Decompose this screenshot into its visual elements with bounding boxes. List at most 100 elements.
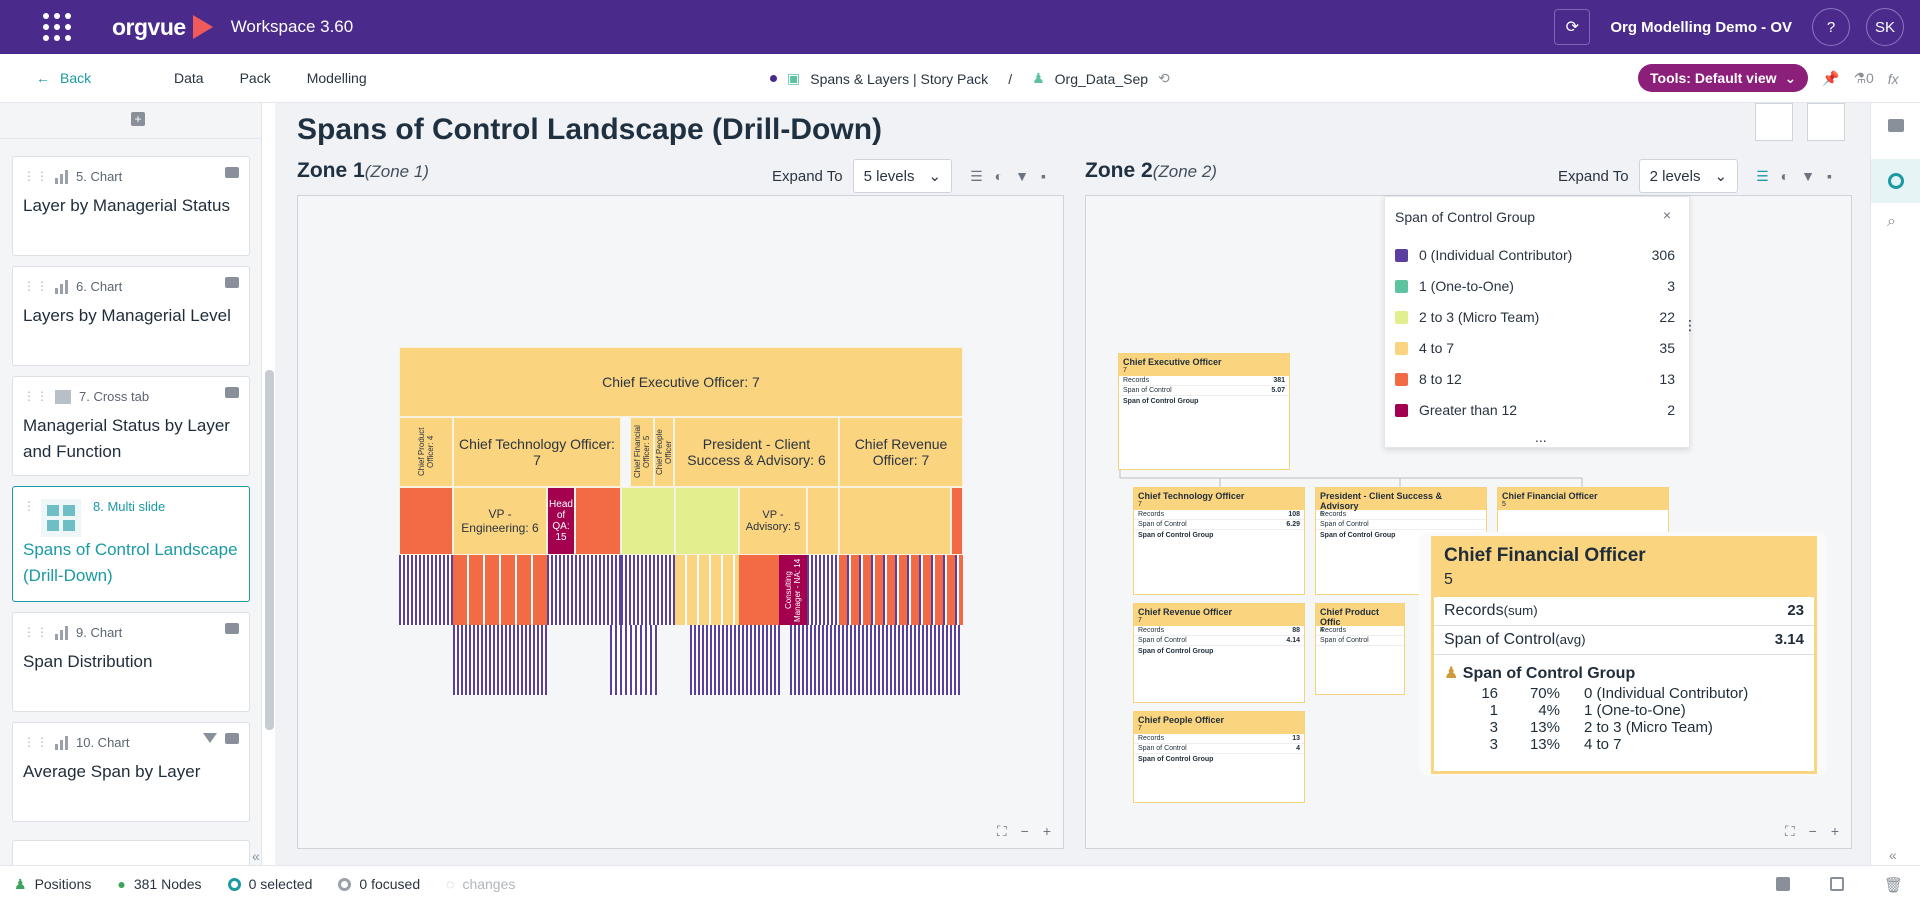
- breadcrumb-pack[interactable]: Spans & Layers | Story Pack: [810, 70, 989, 87]
- selected-status[interactable]: 0 selected: [227, 876, 312, 892]
- nav-data[interactable]: Data: [174, 70, 204, 86]
- user-avatar[interactable]: SK: [1866, 8, 1904, 46]
- org-card-ceo[interactable]: Chief Executive Officer 7 Records 381 Span…: [1118, 353, 1290, 470]
- positions-status[interactable]: ♟ Positions: [14, 875, 92, 893]
- add-slide-icon[interactable]: +: [131, 112, 145, 126]
- refresh-icon[interactable]: ⟲: [1158, 70, 1170, 86]
- fx-icon[interactable]: fx: [1887, 70, 1899, 87]
- treemap-ic-strip[interactable]: [790, 625, 960, 695]
- treemap-l3-block[interactable]: [453, 555, 547, 625]
- slide-card-10[interactable]: ⋮⋮ 10. Chart Average Span by Layer: [12, 722, 250, 822]
- treemap-l3-block[interactable]: [675, 555, 739, 625]
- org-card-cro[interactable]: Chief Revenue Officer 7 Records 88 Span of…: [1133, 603, 1305, 703]
- treemap-l2-block[interactable]: [575, 487, 621, 555]
- help-button[interactable]: ?: [1812, 8, 1850, 46]
- close-icon[interactable]: ×: [1662, 207, 1671, 223]
- comment-icon[interactable]: ▪: [1826, 167, 1832, 184]
- treemap-l2-block[interactable]: [675, 487, 739, 555]
- palette-icon[interactable]: ◐: [994, 167, 1004, 184]
- legend-item[interactable]: 4 to 7 35: [1395, 338, 1675, 358]
- legend-item[interactable]: 2 to 3 (Micro Team) 22: [1395, 307, 1675, 327]
- treemap-cro[interactable]: Chief Revenue Officer: 7: [839, 417, 963, 487]
- drag-handle-icon[interactable]: ⋮⋮: [23, 625, 49, 639]
- treemap-ic-strip[interactable]: [453, 625, 547, 695]
- zone-2-levels-select[interactable]: 2 levels ⌄: [1638, 159, 1739, 193]
- treemap-ic-strip[interactable]: [547, 555, 575, 625]
- drag-handle-icon[interactable]: ⋮⋮: [23, 735, 49, 749]
- treemap-l2-block[interactable]: [839, 487, 951, 555]
- zoom-out-icon[interactable]: −: [1020, 823, 1029, 839]
- palette-icon[interactable]: ◐: [1780, 167, 1790, 184]
- comment-icon[interactable]: [225, 167, 239, 178]
- breadcrumb-dataset[interactable]: Org_Data_Sep: [1054, 70, 1149, 87]
- treemap-head-qa[interactable]: Head of QA: 15: [547, 487, 575, 555]
- slide-card-9[interactable]: ⋮⋮ 9. Chart Span Distribution: [12, 612, 250, 712]
- filter-icon[interactable]: [203, 733, 217, 743]
- zoom-out-icon[interactable]: −: [1808, 823, 1817, 839]
- zoom-in-icon[interactable]: +: [1042, 823, 1051, 839]
- treemap-ic-strip[interactable]: [690, 625, 780, 695]
- list-icon[interactable]: ☰: [970, 167, 983, 184]
- add-icon[interactable]: [1776, 877, 1790, 891]
- nav-pack[interactable]: Pack: [239, 70, 271, 86]
- slide-card-6[interactable]: ⋮⋮ 6. Chart Layers by Managerial Level: [12, 266, 250, 366]
- treemap-ic-strip[interactable]: [807, 555, 839, 625]
- treemap-ic-strip[interactable]: [399, 555, 453, 625]
- treemap-l2-block[interactable]: [951, 487, 963, 555]
- comment-icon[interactable]: [225, 387, 239, 398]
- treemap-cto[interactable]: Chief Technology Officer: 7: [453, 417, 621, 487]
- comment-icon[interactable]: [225, 733, 239, 744]
- nodes-status[interactable]: ● 381 Nodes: [117, 876, 202, 892]
- treemap-l2-block[interactable]: [399, 487, 453, 555]
- image-icon[interactable]: [1888, 119, 1904, 132]
- org-card-cfo-small[interactable]: Chief Financial Officer 5: [1497, 487, 1669, 537]
- comment-icon[interactable]: ▪: [1040, 167, 1046, 184]
- active-tool[interactable]: [1871, 159, 1920, 203]
- org-card-cpeo[interactable]: Chief People Officer 7 Records 13 Span of …: [1133, 711, 1305, 803]
- legend-item[interactable]: 1 (One-to-One) 3: [1395, 276, 1675, 296]
- legend-item[interactable]: 0 (Individual Contributor) 306: [1395, 245, 1675, 265]
- collapse-right-icon[interactable]: «: [1889, 847, 1897, 863]
- search-icon[interactable]: ⌕: [1887, 213, 1896, 230]
- zone-1-levels-select[interactable]: 5 levels ⌄: [852, 159, 953, 193]
- treemap-l2-block[interactable]: [621, 487, 675, 555]
- legend-more[interactable]: ...: [1535, 429, 1547, 445]
- treemap-root[interactable]: Chief Executive Officer: 7: [399, 347, 963, 417]
- more-vertical-icon[interactable]: ⋮: [1683, 317, 1697, 333]
- filter-comment-icon[interactable]: [1755, 103, 1793, 141]
- treemap-president[interactable]: President - Client Success & Advisory: 6: [674, 417, 839, 487]
- treemap-ic-strip[interactable]: [621, 555, 675, 625]
- filter-icon[interactable]: ▼: [1015, 167, 1029, 184]
- legend-item[interactable]: 8 to 12 13: [1395, 369, 1675, 389]
- changes-status[interactable]: ◌ changes: [446, 876, 516, 892]
- back-button[interactable]: ← Back: [36, 70, 92, 86]
- sidebar-scrollbar[interactable]: [265, 370, 274, 730]
- drag-handle-icon[interactable]: ⋮⋮: [23, 169, 49, 183]
- slide-card-8[interactable]: ⋮⋮ 8. Multi slide Spans of Control Lands…: [12, 486, 250, 602]
- slide-card-5[interactable]: ⋮⋮ 5. Chart Layer by Managerial Status: [12, 156, 250, 256]
- copy-icon[interactable]: [1830, 877, 1844, 891]
- fit-icon[interactable]: ⛶: [1784, 823, 1795, 839]
- orgvue-logo[interactable]: orgvue: [112, 14, 213, 41]
- treemap-ic-strip[interactable]: [575, 555, 621, 625]
- app-grid-icon[interactable]: [30, 0, 84, 54]
- legend-item[interactable]: Greater than 12 2: [1395, 400, 1675, 420]
- sync-icon[interactable]: ⟳: [1554, 9, 1591, 45]
- org-card-cpo[interactable]: Chief Product Offic 4 Records Span of Con…: [1315, 603, 1405, 695]
- comment-icon[interactable]: [225, 623, 239, 634]
- pin-icon[interactable]: 📌: [1822, 70, 1840, 86]
- list-icon[interactable]: ☰: [1756, 167, 1769, 184]
- org-card-cto[interactable]: Chief Technology Officer 7 Records 108 Spa…: [1133, 487, 1305, 595]
- drag-handle-icon[interactable]: ⋮⋮: [23, 279, 49, 293]
- focused-status[interactable]: 0 focused: [338, 876, 420, 892]
- flask-icon[interactable]: ⚗0: [1853, 70, 1874, 86]
- slide-card-7[interactable]: ⋮⋮ 7. Cross tab Managerial Status by Lay…: [12, 376, 250, 476]
- collapse-sidebar-icon[interactable]: «: [252, 848, 260, 864]
- nav-modelling[interactable]: Modelling: [306, 70, 367, 86]
- filter-icon[interactable]: ▼: [1801, 167, 1815, 184]
- slide-card-next[interactable]: [12, 840, 250, 865]
- treemap-vp-eng[interactable]: VP - Engineering: 6: [453, 487, 547, 555]
- dataset-name[interactable]: Org Modelling Demo - OV: [1610, 18, 1792, 36]
- comment-icon[interactable]: [225, 277, 239, 288]
- tools-dropdown[interactable]: Tools: Default view ⌄: [1638, 64, 1809, 92]
